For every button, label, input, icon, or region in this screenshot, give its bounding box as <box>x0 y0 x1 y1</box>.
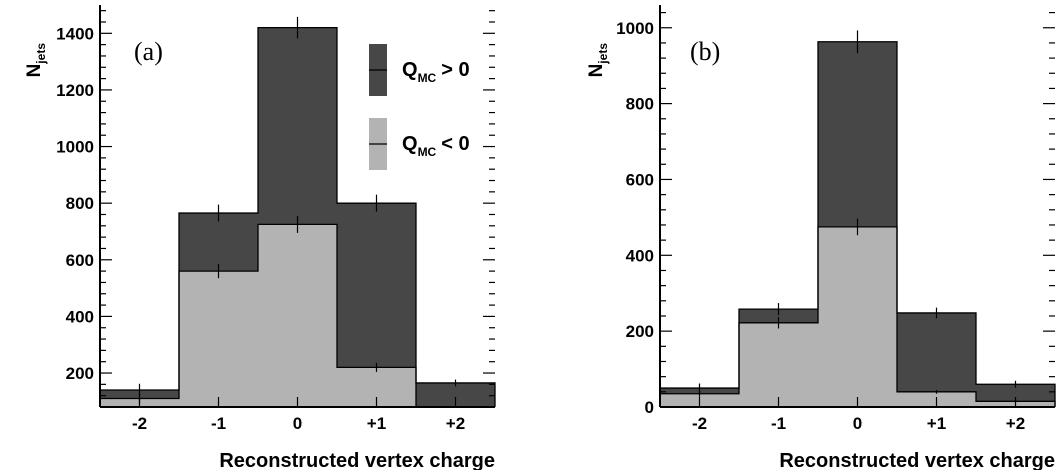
x-tick-label: +2 <box>1006 414 1025 433</box>
y-tick-label: 200 <box>626 322 654 341</box>
x-tick-label: -1 <box>211 414 226 433</box>
bar <box>818 226 897 407</box>
x-axis-title: Reconstructed vertex charge <box>779 450 1055 470</box>
legend-entry-main: Q <box>402 133 418 155</box>
legend-entry-main: Q <box>402 59 418 81</box>
x-tick-label: -2 <box>132 414 147 433</box>
bar <box>258 224 337 407</box>
chart-panel-b: 0 200 400 600 800 1000 -2 -1 0 +1 +2 Reconstructed … <box>586 5 1056 470</box>
y-axis-title-main: N <box>586 64 607 78</box>
y-tick-label: 800 <box>626 95 654 114</box>
y-tick-label: 400 <box>626 246 654 265</box>
chart-panel-a: 200 400 600 800 1000 1200 1400 -2 -1 0 +1 +2 Reconst… <box>24 5 496 470</box>
x-tick-label: +2 <box>446 414 465 433</box>
legend-entry-sub: MC <box>418 71 437 85</box>
y-tick-label: 600 <box>626 170 654 189</box>
x-tick-label: +1 <box>927 414 946 433</box>
y-tick-label: 1400 <box>56 24 94 43</box>
bar <box>739 322 818 407</box>
legend-entry: QMC > 0 <box>402 59 470 85</box>
x-tick-label: -2 <box>692 414 707 433</box>
y-tick-label: 1200 <box>56 81 94 100</box>
x-tick-label: 0 <box>293 414 302 433</box>
y-tick-label: 1000 <box>56 138 94 157</box>
y-tick-label: 800 <box>66 194 94 213</box>
x-tick-label: +1 <box>367 414 386 433</box>
panel-label: (a) <box>134 37 163 66</box>
legend-entry: QMC < 0 <box>402 133 470 159</box>
series-outline <box>99 223 495 408</box>
y-tick-label: 1000 <box>616 19 654 38</box>
legend-entry-sub: MC <box>418 145 437 159</box>
panel-label: (b) <box>690 37 720 66</box>
bar <box>179 271 258 407</box>
legend-entry-relation: < 0 <box>441 133 469 155</box>
y-tick-label: 200 <box>66 364 94 383</box>
x-tick-label: 0 <box>853 414 862 433</box>
y-tick-label: 0 <box>645 398 654 417</box>
y-axis-title-main: N <box>24 64 45 78</box>
x-axis-title: Reconstructed vertex charge <box>219 450 495 470</box>
y-axis-title: Njets <box>586 43 610 78</box>
y-tick-label: 600 <box>66 251 94 270</box>
x-tick-label: -1 <box>771 414 786 433</box>
y-axis-title: Njets <box>24 43 48 78</box>
y-axis-title-sub: jets <box>596 43 610 65</box>
y-axis-title-sub: jets <box>34 43 48 65</box>
legend-entry-relation: > 0 <box>441 59 469 81</box>
y-tick-label: 400 <box>66 307 94 326</box>
